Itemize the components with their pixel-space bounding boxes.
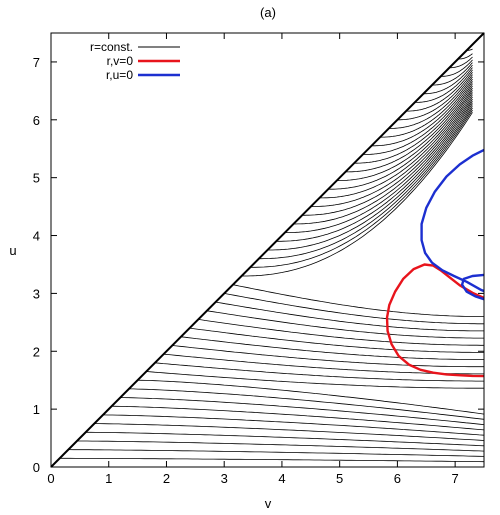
x-tick-label: 5 [336, 471, 343, 486]
x-tick-label: 2 [163, 471, 170, 486]
r-const-contour [319, 92, 473, 199]
r-const-contour [258, 107, 473, 260]
y-tick-label: 6 [33, 113, 40, 128]
y-tick-label: 1 [33, 402, 40, 417]
r-const-contour [354, 83, 473, 164]
r-const-contour [94, 423, 485, 441]
r-const-contour [423, 64, 473, 95]
r-const-contour [59, 457, 485, 463]
r-const-contour [414, 67, 473, 103]
x-tick-label: 1 [105, 471, 112, 486]
x-tick-label: 4 [278, 471, 285, 486]
series-layer [50, 32, 485, 468]
r-const-contour [111, 405, 485, 431]
r-const-contour [163, 353, 484, 375]
legend: r=const.r,v=0r,u=0 [90, 40, 180, 82]
r-const-contour [380, 76, 473, 138]
legend-label: r,u=0 [106, 68, 133, 82]
r-const-contour [328, 90, 473, 190]
y-tick-label: 7 [33, 55, 40, 70]
x-tick-label: 0 [47, 471, 54, 486]
x-axis-label: v [265, 496, 272, 511]
r-const-contour [336, 87, 473, 182]
r-const-contour [449, 56, 473, 69]
r-const-contour [284, 101, 473, 234]
y-tick-label: 5 [33, 171, 40, 186]
r-const-contour [371, 78, 473, 147]
series-line-0 [385, 263, 485, 378]
x-tick-label: 6 [394, 471, 401, 486]
r-const-contour [241, 112, 473, 277]
r-const-contour [224, 293, 484, 325]
y-tick-label: 3 [33, 286, 40, 301]
r-const-contour [250, 109, 473, 268]
y-tick-label: 0 [33, 460, 40, 475]
axis-ticks: 0 1 2 3 4 5 6 7 0 1 2 3 4 5 6 7 [33, 33, 484, 486]
series-line-3 [50, 32, 485, 468]
r-constant-contours [59, 48, 485, 463]
r-const-contour [232, 284, 484, 318]
chart-title: (a) [260, 5, 276, 20]
r-const-contour [362, 81, 473, 155]
series-line-1 [420, 148, 485, 293]
r-const-contour [85, 431, 485, 447]
y-tick-label: 4 [33, 229, 40, 244]
r-const-contour [206, 310, 484, 339]
r-const-contour [102, 414, 485, 436]
r-const-contour [215, 301, 484, 332]
r-const-contour [293, 98, 473, 225]
r-const-contour [128, 388, 485, 420]
r-const-contour [406, 69, 473, 112]
r-const-contour [154, 362, 484, 382]
r-const-contour [440, 59, 473, 77]
legend-label: r=const. [90, 40, 133, 54]
plot-frame [50, 32, 485, 468]
r-const-contour [388, 74, 473, 129]
x-tick-label: 3 [221, 471, 228, 486]
r-const-contour [276, 103, 473, 242]
r-const-contour [137, 379, 485, 415]
series-line-2 [460, 273, 485, 301]
r-const-contour [345, 85, 473, 173]
r-const-contour [77, 440, 485, 452]
y-axis-label: u [9, 243, 16, 258]
r-const-contour [172, 345, 484, 368]
r-const-contour [189, 327, 484, 353]
r-const-contour [198, 319, 484, 346]
r-const-contour [302, 96, 473, 216]
r-const-contour [458, 53, 473, 60]
r-const-contour [432, 62, 473, 86]
x-tick-label: 7 [452, 471, 459, 486]
r-const-contour [397, 72, 473, 121]
legend-label: r,v=0 [107, 54, 134, 68]
r-const-contour [180, 336, 484, 361]
r-const-contour [68, 449, 485, 457]
y-tick-label: 2 [33, 344, 40, 359]
r-const-contour [146, 371, 484, 389]
r-const-contour [120, 397, 485, 425]
r-const-contour [310, 94, 473, 208]
r-const-contour [267, 105, 473, 251]
